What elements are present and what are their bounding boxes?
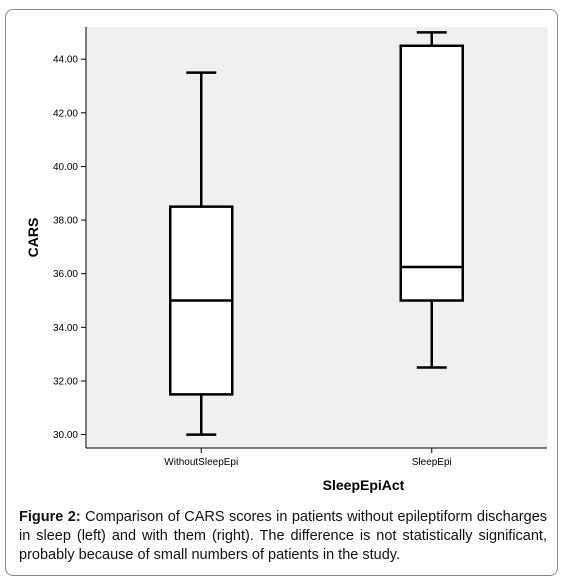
y-axis-ticks: 30.00 32.00 34.00 36.00 38.00 40.00 42.00 44.00 [53,55,86,441]
y-tick-label: 34.00 [53,323,78,334]
plot-area [86,27,547,448]
y-tick-label: 36.00 [53,269,78,280]
caption-label: Figure 2: [19,509,81,525]
y-tick-label: 38.00 [53,216,78,227]
y-axis-title: CARS [25,218,41,258]
box-series [169,31,464,436]
y-tick-label: 40.00 [53,162,78,173]
figure-caption: Figure 2: Comparison of CARS scores in p… [19,508,547,565]
y-tick-label: 42.00 [53,108,78,119]
caption-text: Comparison of CARS scores in patients wi… [19,509,548,563]
box-WithoutSleepEpi [169,71,234,436]
x-axis-ticks: WithoutSleepEpi SleepEpi [164,448,452,468]
y-tick-label: 44.00 [53,55,78,66]
iqr-box [399,44,464,302]
box-SleepEpi [399,31,464,369]
x-tick-label: WithoutSleepEpi [164,457,238,468]
box-plot-chart: 30.00 32.00 34.00 36.00 38.00 40.00 42.00 44.00… [25,27,547,493]
y-tick-label: 32.00 [53,376,78,387]
x-tick-label: SleepEpi [412,457,452,468]
y-tick-label: 30.00 [53,430,78,441]
x-axis-title: SleepEpiAct [323,477,405,493]
